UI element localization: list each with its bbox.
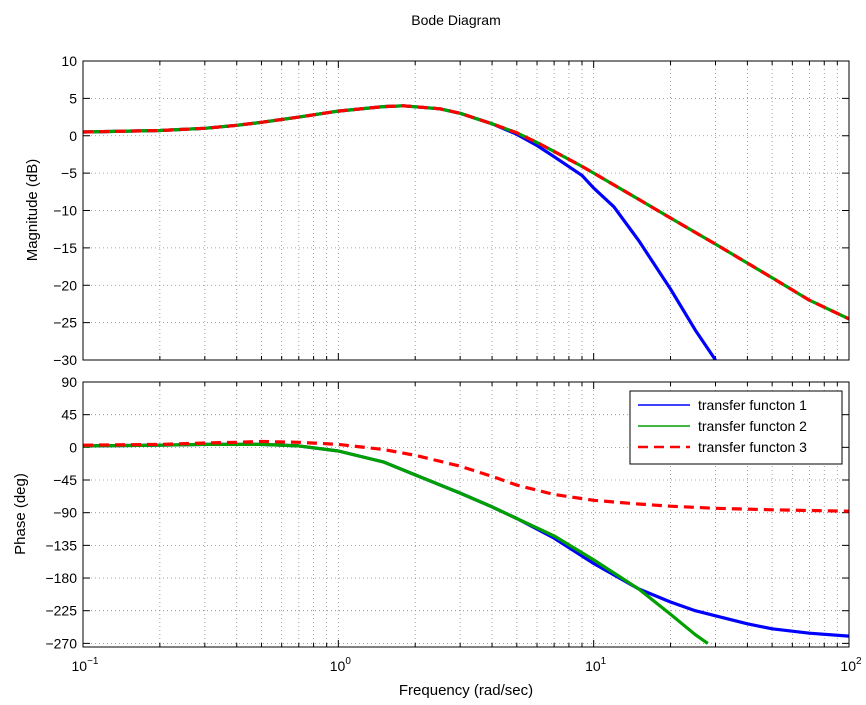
x-tick-label: 100 (330, 656, 352, 674)
magnitude-y-axis-label: Magnitude (dB) (24, 159, 41, 262)
x-tick-label: 101 (585, 656, 607, 674)
magnitude-y-tick-label: −20 (53, 277, 77, 293)
phase-y-tick-label: −90 (53, 505, 77, 521)
magnitude-y-tick-label: 5 (69, 90, 77, 106)
magnitude-y-tick-label: 0 (69, 128, 77, 144)
legend: transfer functon 1 transfer functon 2 tran… (630, 391, 842, 464)
legend-label-3: transfer functon 3 (698, 439, 807, 455)
phase-y-tick-label: 45 (61, 407, 77, 423)
x-axis-label: Frequency (rad/sec) (399, 682, 533, 699)
phase-y-tick-label: −135 (45, 537, 77, 553)
magnitude-y-tick-label: −10 (53, 203, 77, 219)
legend-label-1: transfer functon 1 (698, 397, 807, 413)
phase-y-tick-label: −225 (45, 603, 77, 619)
phase-y-tick-label: 0 (69, 439, 77, 455)
magnitude-plot-area (83, 61, 849, 360)
x-tick-label: 102 (840, 656, 862, 674)
x-tick-label: 10−1 (72, 656, 99, 674)
chart-title: Bode Diagram (411, 12, 501, 28)
phase-y-tick-label: 90 (61, 374, 77, 390)
magnitude-y-tick-label: −5 (61, 165, 77, 181)
magnitude-y-tick-label: 10 (61, 53, 77, 69)
phase-y-axis-label: Phase (deg) (12, 473, 29, 555)
x-tick-labels: 10−1 100 101 102 (72, 656, 863, 674)
magnitude-y-tick-label: −15 (53, 240, 77, 256)
magnitude-y-tick-label: −30 (53, 352, 77, 368)
phase-y-tick-label: −180 (45, 570, 77, 586)
magnitude-panel: 10 5 0 −5 −10 −15 −20 −25 −30 Magnitude (dB) (24, 53, 849, 368)
phase-y-tick-label: −270 (45, 635, 77, 651)
magnitude-y-tick-label: −25 (53, 315, 77, 331)
legend-label-2: transfer functon 2 (698, 418, 807, 434)
phase-y-tick-label: −45 (53, 472, 77, 488)
